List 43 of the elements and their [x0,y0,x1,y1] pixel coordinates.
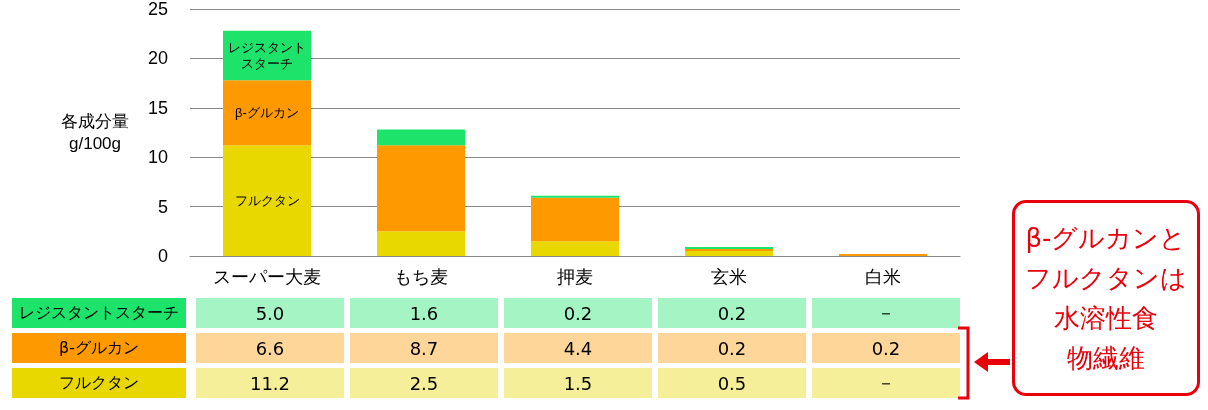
text: 水溶性食物繊維 [1053,302,1159,375]
data-label: 0.5 [658,368,806,398]
y-tick-label: 15 [147,97,168,118]
x-tick-label: 押麦 [557,267,593,287]
bar [223,145,311,256]
data-label: 1.5 [504,368,652,398]
data-label: 0.2 [812,333,960,363]
text: フルクタン [12,368,186,398]
data-label: 6.6 [196,333,344,363]
text: レジスタントスターチ [12,298,186,328]
y-tick-label: 20 [147,48,168,69]
text: β-グルカン [12,333,186,363]
y-tick-label: 0 [157,246,168,266]
data-label: 8.7 [350,333,498,363]
data-label: 0.2 [504,298,652,328]
y-tick-label: 10 [147,147,168,168]
y-tick-label: 25 [147,0,168,19]
annotation: フルクタン [234,193,300,209]
y-tick-label: 5 [157,196,168,217]
bar [377,145,465,232]
bar [377,231,465,256]
data-label: 2.5 [350,368,498,398]
data-label: 5.0 [196,298,344,328]
data-label: 0.2 [658,298,806,328]
bar [531,241,619,256]
bar [377,129,465,146]
x-tick-label: もち麦 [394,267,448,287]
data-label: 1.6 [350,298,498,328]
annotation: レジスタントスターチ [228,39,306,71]
x-tick-label: 白米 [865,267,901,287]
bar [685,251,773,256]
data-label: 4.4 [504,333,652,363]
data-label: 11.2 [196,368,344,398]
x-tick-label: スーパー大麦 [213,267,321,287]
x-tick-label: 玄米 [711,267,747,287]
text: β-グルカンとフルクタンは [1024,222,1188,295]
bar [531,197,619,242]
bar [223,80,311,146]
text: － [877,302,895,323]
annotation: β-グルカン [235,105,299,121]
data-label: 0.2 [658,333,806,363]
y-axis-title: 各成分量 g/100g [61,112,129,153]
text: － [877,372,895,393]
